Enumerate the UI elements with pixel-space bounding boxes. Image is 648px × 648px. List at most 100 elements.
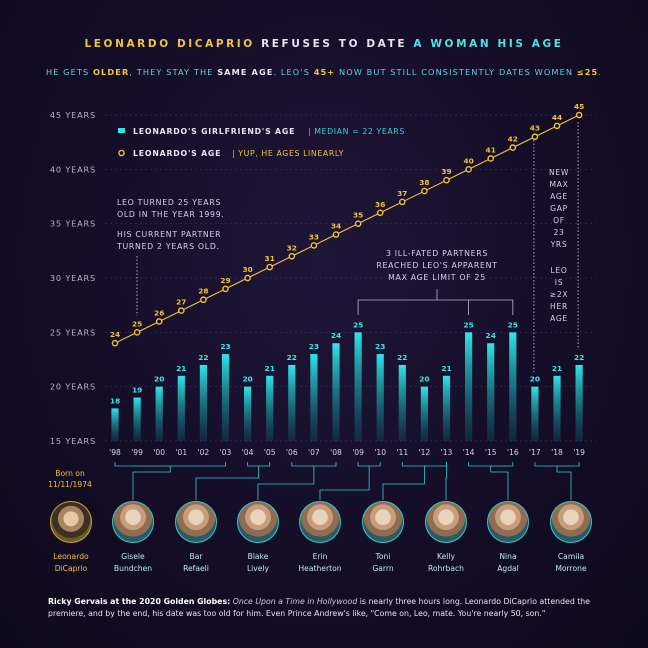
middle-annotation-line: REACHED LEO'S APPARENT	[376, 261, 497, 270]
right-annotation-line: GAP	[550, 204, 568, 213]
person-first-name: Camila	[557, 552, 585, 561]
person-last-name: Agdal	[497, 564, 519, 573]
right-annotation-line: AGE	[550, 314, 568, 323]
annotation-lines	[136, 122, 579, 372]
bar	[531, 386, 539, 441]
subtitle-d: SAME AGE	[217, 67, 274, 77]
subtitle-g: NOW BUT STILL CONSISTENTLY DATES WOMEN	[335, 67, 577, 77]
bar	[509, 332, 517, 441]
person-last-name: Refaeli	[183, 564, 209, 573]
person-partner: Nina Agdal	[473, 501, 543, 575]
x-tick-label: '02	[198, 448, 210, 457]
legend-line-swatch	[118, 149, 125, 157]
person-first-name: Erin	[312, 552, 328, 561]
connector-line	[445, 466, 447, 500]
person-first-name: Toni	[375, 552, 391, 561]
subtitle-i: .	[598, 67, 603, 77]
person-partner: Toni Garrn	[348, 501, 418, 575]
x-tick-label: '03	[220, 448, 232, 457]
leo-age-label: 41	[486, 145, 496, 154]
leo-age-label: 39	[441, 167, 451, 176]
footer-lead: Ricky Gervais at the 2020 Golden Globes:	[48, 597, 231, 606]
leo-age-point	[200, 296, 207, 304]
legend-bar-swatch	[118, 128, 125, 133]
bar-value-label: 22	[574, 353, 584, 362]
right-annotation-line: LEO	[550, 266, 567, 275]
person-first-name: Nina	[499, 552, 517, 561]
person-first-name: Bar	[189, 552, 203, 561]
x-tick-label: '99	[131, 448, 143, 457]
bar	[376, 354, 384, 441]
connector-line	[319, 466, 370, 500]
right-annotation-line: 23	[553, 228, 564, 237]
right-annotation-line: MAX	[549, 180, 568, 189]
left-annotation-line: LEO TURNED 25 YEARS	[117, 198, 221, 207]
leo-age-point	[553, 122, 561, 130]
person-partner: Blake Lively	[223, 501, 293, 575]
title-end: A WOMAN HIS AGE	[413, 38, 564, 50]
x-tick-label: '19	[573, 448, 585, 457]
x-tick-label: '16	[507, 448, 519, 457]
person-last-name: Heatherton	[298, 564, 342, 573]
bar-value-label: 24	[486, 331, 496, 340]
bar	[221, 354, 230, 441]
right-annotation-line: HER	[550, 302, 568, 311]
left-annotation-line: TURNED 2 YEARS OLD.	[116, 242, 220, 251]
x-tick-label: '06	[286, 448, 298, 457]
year-range-bracket	[401, 462, 447, 467]
portrait	[50, 501, 92, 543]
right-annotation-line: IS	[555, 278, 563, 287]
subtitle-f: 45+	[313, 67, 336, 77]
leo-age-point	[531, 133, 539, 141]
leo-age-label: 28	[198, 287, 208, 296]
year-range-bracket	[468, 462, 514, 467]
connector-line	[132, 466, 171, 500]
born-date: 11/11/1974	[48, 480, 92, 489]
bar-value-label: 25	[508, 320, 518, 329]
bar	[442, 375, 451, 441]
year-range-bracket	[291, 462, 337, 467]
x-tick-label: '18	[551, 448, 563, 457]
person-last-name: Garrn	[372, 564, 394, 573]
leo-age-label: 26	[154, 308, 164, 317]
x-tick-label: '98	[109, 448, 121, 457]
born-label: Born on	[55, 469, 85, 478]
person-first-name: Leonardo	[53, 552, 89, 561]
chart-subtitle: HE GETS OLDER, THEY STAY THE SAME AGE. L…	[0, 67, 648, 77]
grid	[105, 114, 596, 442]
right-annotation-line: AGE	[550, 192, 568, 201]
person-partner: Gisele Bundchen	[98, 501, 168, 575]
x-tick-label: '17	[529, 448, 541, 457]
subtitle-b: OLDER	[93, 67, 130, 77]
age-chart: 15 YEARS 20 YEARS 25 YEARS 30 YEARS 35 YEARS…	[50, 102, 596, 457]
person-last-name: Lively	[246, 564, 270, 573]
person-last-name: Bundchen	[113, 564, 153, 573]
bar	[111, 408, 119, 441]
subtitle-e: . LEO'S	[273, 67, 314, 77]
leo-age-label: 31	[265, 254, 275, 263]
leo-age-label: 38	[419, 178, 429, 187]
bar	[575, 364, 583, 441]
year-range-bracket	[534, 462, 580, 467]
leo-age-point	[332, 231, 340, 238]
leo-age-label: 35	[353, 211, 363, 220]
middle-annotation-line: 3 ILL-FATED PARTNERS	[386, 249, 488, 258]
portrait	[487, 501, 529, 543]
leo-age-point	[222, 285, 229, 293]
title-middle: REFUSES TO DATE	[254, 38, 414, 50]
x-tick-label: '05	[264, 448, 276, 457]
legend-bar-note: | MEDIAN = 22 YEARS	[308, 127, 405, 136]
bar-value-label: 20	[154, 375, 164, 384]
connector-line	[195, 466, 260, 500]
leo-age-line	[114, 114, 580, 344]
connector-lines	[114, 462, 580, 500]
bar-value-label: 21	[552, 364, 562, 373]
leo-age-point	[421, 187, 428, 195]
bar	[288, 364, 296, 441]
leo-age-point	[465, 166, 472, 173]
title-name: LEONARDO DICAPRIO	[84, 38, 255, 50]
y-tick-label: 15 YEARS	[50, 436, 96, 446]
leo-age-point	[487, 155, 495, 162]
footer-rest: is nearly three hours long. Leonardo DiC…	[48, 597, 591, 618]
bar	[266, 375, 274, 441]
